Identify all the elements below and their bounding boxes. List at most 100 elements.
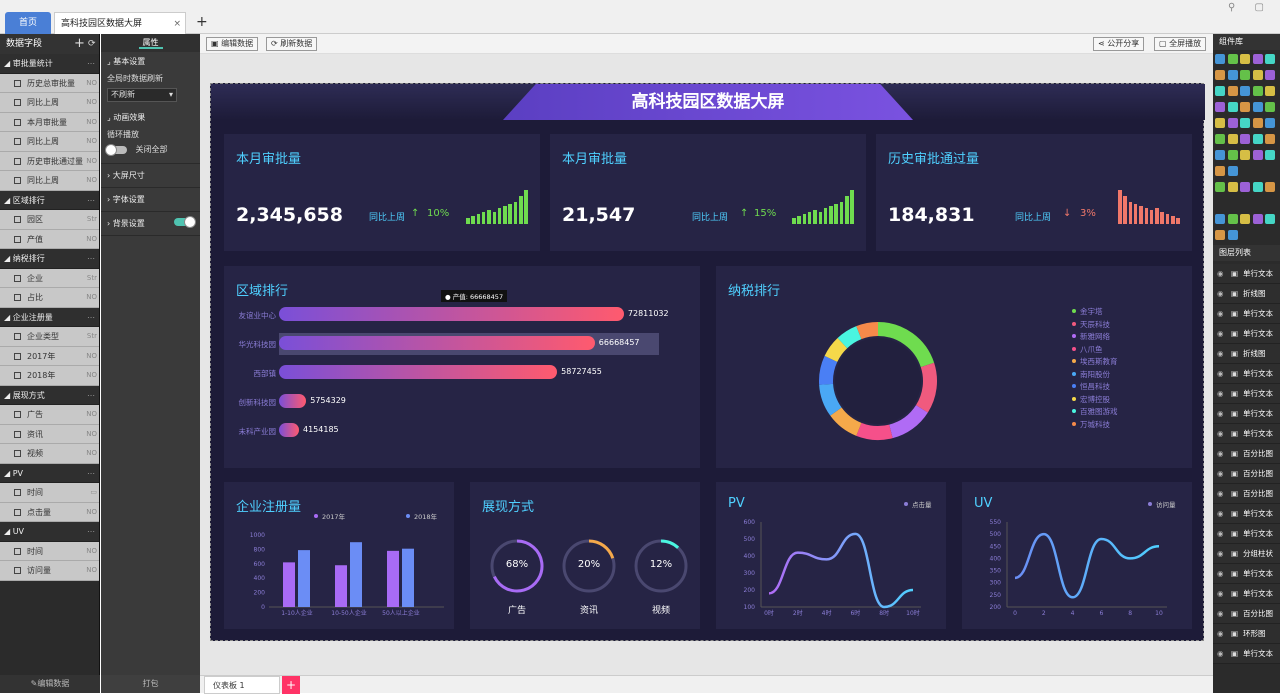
component-icon[interactable] [1227,134,1238,144]
component-icon[interactable] [1240,70,1250,80]
tax-legend-item[interactable]: 百雅图游戏 [1072,406,1118,417]
ring-progress[interactable] [660,539,680,549]
component-icon[interactable] [1227,86,1238,96]
checkbox[interactable] [14,79,21,87]
registration-bar-chart[interactable]: 1000 800 600 400 200 0 1-10人企业 10-50人企业 50人以上企业 [224,522,454,627]
checkbox[interactable] [14,489,21,496]
layer-item[interactable]: ◉ ▣ 单行文本 [1213,524,1280,544]
kpi-card-3[interactable]: 历史审批通过量 184,831 同比上周 ↓ 3% [876,134,1192,251]
component-icon[interactable] [1265,86,1275,96]
field-item[interactable]: 资讯 NO [0,424,99,444]
tax-legend-item[interactable]: 八爪鱼 [1072,344,1103,355]
checkbox[interactable] [14,294,21,301]
component-icon[interactable] [1227,166,1238,176]
component-icon[interactable] [1252,214,1263,224]
eye-icon[interactable]: ◉ [1217,369,1224,378]
field-group[interactable]: ◢ 审批量统计 ⋯ [0,54,99,74]
animation-header[interactable]: ⌟ 动画效果 [107,113,146,122]
layer-item[interactable]: ◉ ▣ 百分比图 [1213,604,1280,624]
bar-2018[interactable] [298,550,310,607]
component-icon[interactable] [1252,54,1263,64]
component-icon[interactable] [1265,70,1275,80]
tax-card[interactable]: 纳税排行 金宇塔 天辰科技 新雅网络 八爪鱼 埃西斯教育 南阳股份 恒昌科技 宏博控股 百雅图游… [716,266,1192,468]
tab-dashboard[interactable]: 高科技园区数据大屏 × [54,12,186,34]
layer-item[interactable]: ◉ ▣ 百分比图 [1213,484,1280,504]
field-group[interactable]: ◢ 企业注册量 ⋯ [0,307,99,327]
window-controls[interactable]: ⚲ ▢ [1228,2,1272,13]
component-icon[interactable] [1240,182,1250,192]
component-icon[interactable] [1252,70,1263,80]
component-icon[interactable] [1240,118,1250,128]
tax-legend-item[interactable]: 天辰科技 [1072,319,1110,330]
field-group[interactable]: ◢ 区域排行 ⋯ [0,190,99,210]
checkbox[interactable] [14,235,21,243]
component-icon[interactable] [1240,214,1250,224]
kpi-card-1[interactable]: 本月审批量 2,345,658 同比上周 ↑ 10% [224,134,540,251]
refresh-data-button[interactable]: ⟳ 刷新数据 [266,37,318,51]
layer-item[interactable]: ◉ ▣ 单行文本 [1213,584,1280,604]
donut-slice[interactable] [819,383,842,416]
rank-bar[interactable] [279,336,595,350]
field-group[interactable]: ◢ PV ⋯ [0,463,99,483]
more-icon[interactable]: ⋯ [87,195,95,205]
refresh-select[interactable]: 不刷新 [107,88,177,102]
component-icon[interactable] [1252,150,1263,160]
checkbox[interactable] [14,138,21,145]
tax-legend-item[interactable]: 宏博控股 [1072,394,1110,405]
line-series[interactable] [1014,532,1160,599]
component-icon[interactable] [1227,214,1238,224]
tax-legend-item[interactable]: 万城科技 [1072,419,1110,430]
field-item[interactable]: 企业 Str [0,268,99,288]
component-icon[interactable] [1265,118,1275,128]
component-icon[interactable] [1227,230,1238,240]
donut-slice[interactable] [856,322,879,340]
component-icon[interactable] [1227,118,1238,128]
field-item[interactable]: 时间 ▭ [0,483,99,503]
layer-item[interactable]: ◉ ▣ 单行文本 [1213,324,1280,344]
field-item[interactable]: 历史总审批量 NO [0,73,99,93]
field-item[interactable]: 产值 NO [0,229,99,249]
checkbox[interactable] [14,450,21,457]
more-icon[interactable]: ⋯ [87,390,95,400]
component-icon[interactable] [1215,150,1225,160]
checkbox[interactable] [14,274,21,282]
tax-legend-item[interactable]: 金宇塔 [1072,306,1103,317]
layer-item[interactable]: ◉ ▣ 百分比图 [1213,444,1280,464]
layer-item[interactable]: ◉ ▣ 单行文本 [1213,384,1280,404]
eye-icon[interactable]: ◉ [1217,269,1224,278]
component-icon[interactable] [1215,102,1225,112]
add-tab-icon[interactable]: + [196,14,208,30]
field-item[interactable]: 2017年 NO [0,346,99,366]
field-item[interactable]: 2018年 NO [0,366,99,386]
share-button[interactable]: ⋖ 公开分享 [1093,37,1145,51]
component-icon[interactable] [1215,166,1225,176]
layer-item[interactable]: ◉ ▣ 单行文本 [1213,564,1280,584]
component-icon[interactable] [1265,102,1275,112]
component-icon[interactable] [1215,86,1225,96]
tax-legend-item[interactable]: 南阳股份 [1072,369,1110,380]
tax-legend-item[interactable]: 新雅网络 [1072,331,1110,342]
checkbox[interactable] [14,547,21,555]
field-item[interactable]: 时间 NO [0,541,99,561]
donut-slice[interactable] [830,407,862,436]
eye-icon[interactable]: ◉ [1217,649,1224,658]
field-item[interactable]: 企业类型 Str [0,327,99,347]
component-icon[interactable] [1227,70,1238,80]
layer-item[interactable]: ◉ ▣ 折线图 [1213,344,1280,364]
dashboard-title[interactable]: 高科技园区数据大屏 [631,92,785,112]
layer-item[interactable]: ◉ ▣ 百分比图 [1213,464,1280,484]
eye-icon[interactable]: ◉ [1217,349,1224,358]
bar-2018[interactable] [402,548,414,607]
layer-item[interactable]: ◉ ▣ 单行文本 [1213,364,1280,384]
layer-item[interactable]: ◉ ▣ 折线图 [1213,284,1280,304]
bar-2018[interactable] [350,542,362,607]
dashboard-canvas[interactable]: 高科技园区数据大屏 本月审批量 2,345,658 同比上周 ↑ 10% 本月审… [210,83,1205,641]
field-item[interactable]: 访问量 NO [0,561,99,581]
eye-icon[interactable]: ◉ [1217,409,1224,418]
component-icon[interactable] [1215,214,1225,224]
field-group[interactable]: ◢ 纳税排行 ⋯ [0,249,99,269]
field-item[interactable]: 占比 NO [0,288,99,308]
add-sheet-button[interactable]: + [282,676,300,694]
component-icon[interactable] [1227,54,1238,64]
layer-item[interactable]: ◉ ▣ 单行文本 [1213,504,1280,524]
